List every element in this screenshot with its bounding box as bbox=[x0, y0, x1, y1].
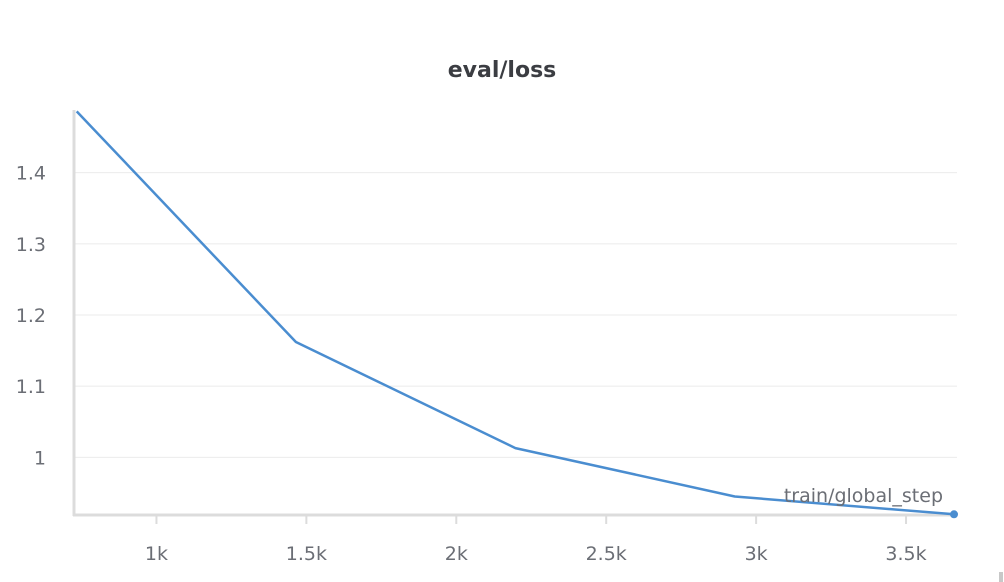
y-tick-label: 1 bbox=[34, 447, 46, 469]
x-tick-label: 2k bbox=[445, 543, 468, 565]
x-tick-label: 3k bbox=[745, 543, 768, 565]
y-tick-label: 1.2 bbox=[16, 305, 46, 327]
series-line[interactable] bbox=[75, 110, 955, 516]
x-tick-label: 3.5k bbox=[885, 543, 926, 565]
chart-title: eval/loss bbox=[447, 58, 557, 83]
series-end-point[interactable] bbox=[950, 510, 959, 519]
label-layer: 1 1.1 1.2 1.3 1.4 1k 1.5k 2k 2.5k 3k 3.5k train/glo… bbox=[16, 163, 943, 565]
y-tick-label: 1.3 bbox=[16, 234, 46, 256]
series-layer bbox=[75, 110, 959, 519]
x-axis-label: train/global_step bbox=[784, 485, 943, 507]
y-tick-label: 1.4 bbox=[16, 163, 46, 185]
resize-handle[interactable] bbox=[999, 572, 1003, 582]
axis-layer bbox=[72, 110, 957, 524]
x-tick-label: 1k bbox=[145, 543, 168, 565]
x-tick-label: 2.5k bbox=[586, 543, 627, 565]
x-tick-label: 1.5k bbox=[286, 543, 327, 565]
y-tick-label: 1.1 bbox=[16, 376, 46, 398]
grid-layer bbox=[74, 172, 957, 458]
